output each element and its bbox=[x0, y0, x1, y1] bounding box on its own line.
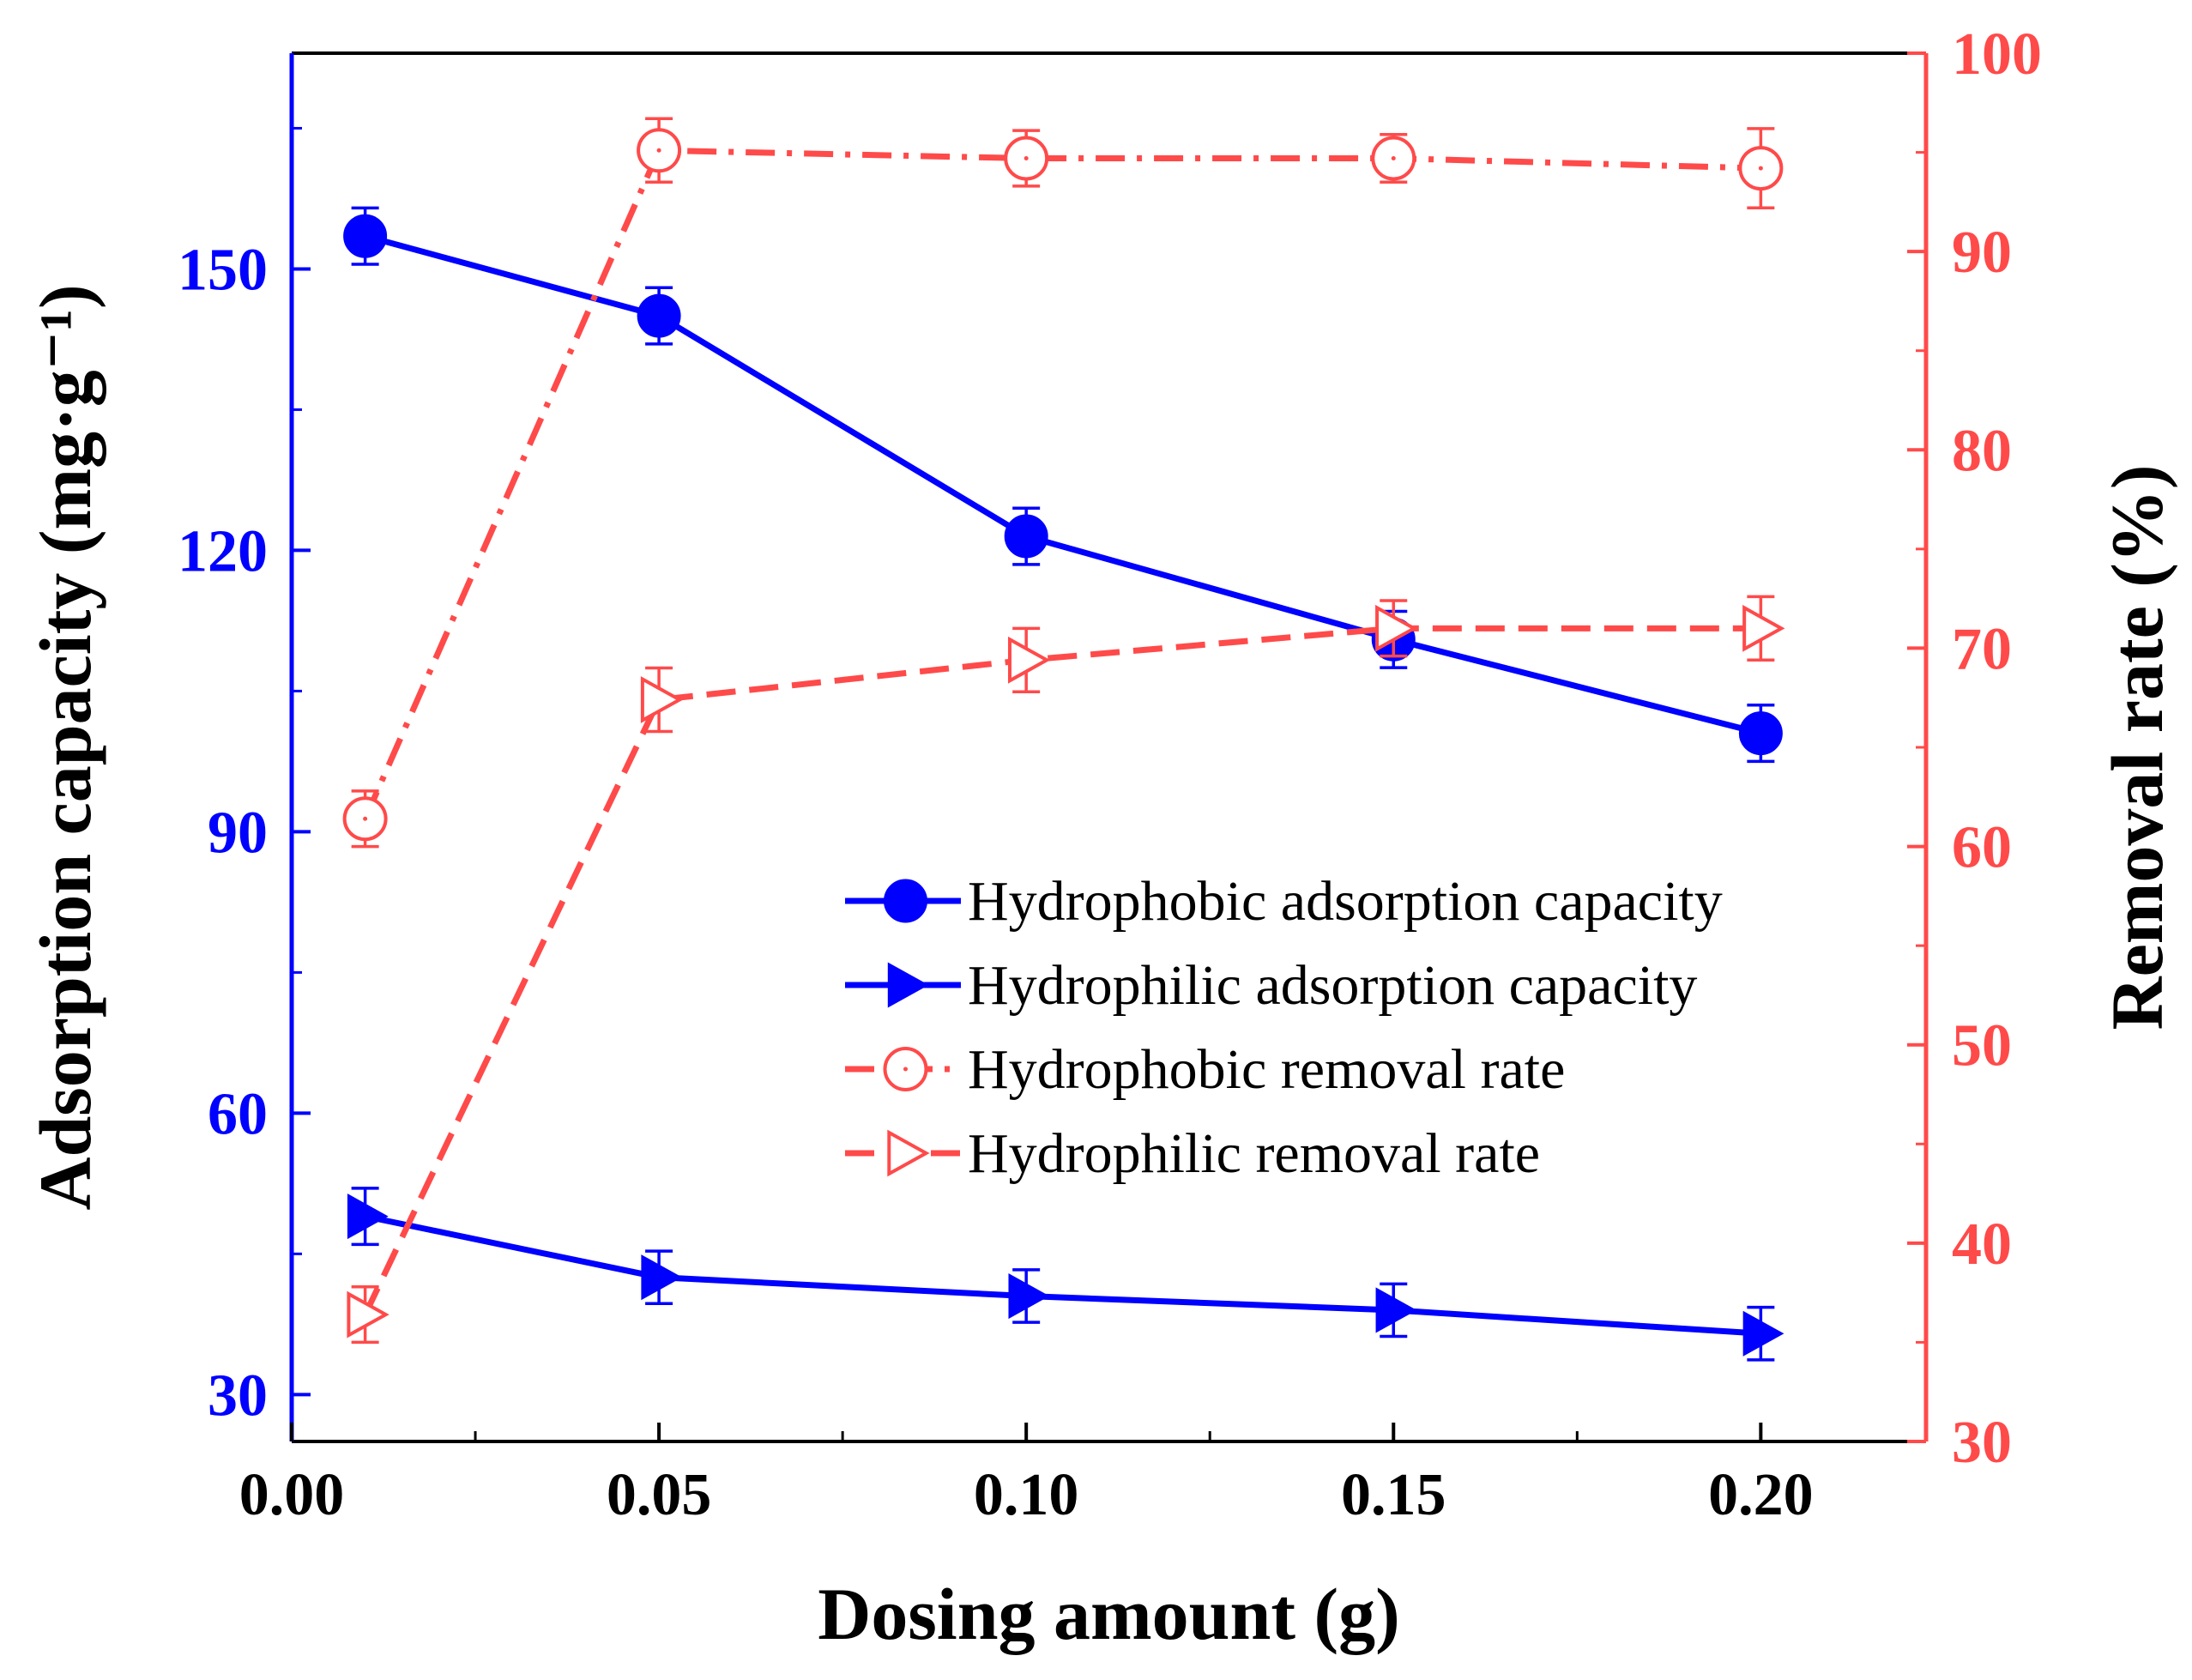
data-point bbox=[1008, 1272, 1050, 1320]
legend-item: Hydrophobic adsorption capacity bbox=[845, 870, 1723, 933]
y-left-tick-label: 120 bbox=[178, 518, 268, 584]
data-point bbox=[343, 214, 388, 258]
y-right-tick-label: 30 bbox=[1952, 1410, 2012, 1476]
x-axis-title: Dosing amount (g) bbox=[818, 1573, 1400, 1655]
data-point bbox=[342, 796, 388, 842]
legend-label: Hydrophilic removal rate bbox=[968, 1122, 1540, 1185]
data-point-dot bbox=[1391, 156, 1396, 161]
x-tick-label: 0.05 bbox=[607, 1462, 712, 1528]
data-point-dot bbox=[363, 816, 368, 821]
axes-layer: 0.00 0.05 0.10 0.15 0.20 30 60 90 120 150 30 40 50 60… bbox=[178, 21, 2042, 1528]
data-point bbox=[1371, 136, 1416, 181]
y-right-tick-label: 70 bbox=[1952, 616, 2012, 682]
data-point bbox=[637, 128, 682, 173]
data-point bbox=[1375, 1287, 1417, 1333]
data-point bbox=[641, 1254, 683, 1301]
series-layer bbox=[342, 117, 1785, 1362]
y-right-tick-label: 60 bbox=[1952, 815, 2012, 881]
legend-label: Hydrophobic removal rate bbox=[968, 1038, 1565, 1101]
data-point bbox=[1738, 146, 1784, 191]
y-right-axis-title: Removal rate (%) bbox=[2096, 464, 2178, 1030]
data-point bbox=[640, 676, 684, 723]
legend: Hydrophobic adsorption capacity Hydrophil… bbox=[845, 870, 1723, 1185]
legend-marker bbox=[887, 962, 929, 1008]
y-right-tick-label: 90 bbox=[1952, 220, 2012, 286]
y-right-tick-label: 40 bbox=[1952, 1212, 2012, 1278]
series-3 bbox=[347, 595, 1785, 1345]
legend-item: Hydrophilic adsorption capacity bbox=[845, 954, 1697, 1017]
x-tick-label: 0.10 bbox=[974, 1462, 1079, 1528]
series-0 bbox=[343, 206, 1783, 764]
data-point bbox=[1007, 636, 1051, 684]
data-point-dot bbox=[1758, 166, 1763, 171]
y-left-tick-label: 150 bbox=[178, 237, 268, 303]
data-point bbox=[1004, 136, 1049, 181]
y-right-tick-label: 50 bbox=[1952, 1013, 2012, 1079]
series-line bbox=[362, 147, 1761, 820]
legend-item: Hydrophobic removal rate bbox=[845, 1038, 1565, 1101]
y-left-axis-title: Adsorption capacity (mg·g⁻¹) bbox=[24, 284, 106, 1210]
data-point bbox=[347, 1194, 389, 1240]
data-point bbox=[1742, 604, 1785, 652]
data-point bbox=[637, 293, 681, 338]
y-right-tick-label: 100 bbox=[1952, 21, 2042, 88]
x-tick-label: 0.00 bbox=[239, 1462, 345, 1528]
series-1 bbox=[347, 1187, 1784, 1362]
legend-label: Hydrophilic adsorption capacity bbox=[968, 954, 1697, 1017]
data-point bbox=[1742, 1310, 1784, 1357]
data-point-dot bbox=[1024, 156, 1029, 161]
series-2 bbox=[342, 117, 1784, 849]
legend-marker bbox=[883, 1047, 928, 1091]
data-point bbox=[1375, 604, 1418, 652]
x-tick-label: 0.20 bbox=[1708, 1462, 1814, 1528]
y-right-tick-label: 80 bbox=[1952, 418, 2012, 484]
data-point bbox=[1004, 514, 1048, 559]
legend-marker bbox=[884, 879, 927, 923]
y-left-tick-label: 90 bbox=[208, 800, 268, 866]
legend-marker bbox=[887, 1129, 930, 1177]
y-left-tick-label: 60 bbox=[208, 1081, 268, 1147]
series-line bbox=[364, 1213, 1761, 1337]
legend-item: Hydrophilic removal rate bbox=[845, 1122, 1540, 1185]
data-point bbox=[1738, 711, 1783, 756]
y-left-tick-label: 30 bbox=[208, 1363, 268, 1429]
data-point bbox=[347, 1290, 389, 1339]
legend-label: Hydrophobic adsorption capacity bbox=[968, 870, 1723, 933]
x-tick-label: 0.15 bbox=[1341, 1462, 1446, 1528]
legend-marker-dot bbox=[903, 1067, 908, 1072]
data-point-dot bbox=[656, 148, 661, 153]
